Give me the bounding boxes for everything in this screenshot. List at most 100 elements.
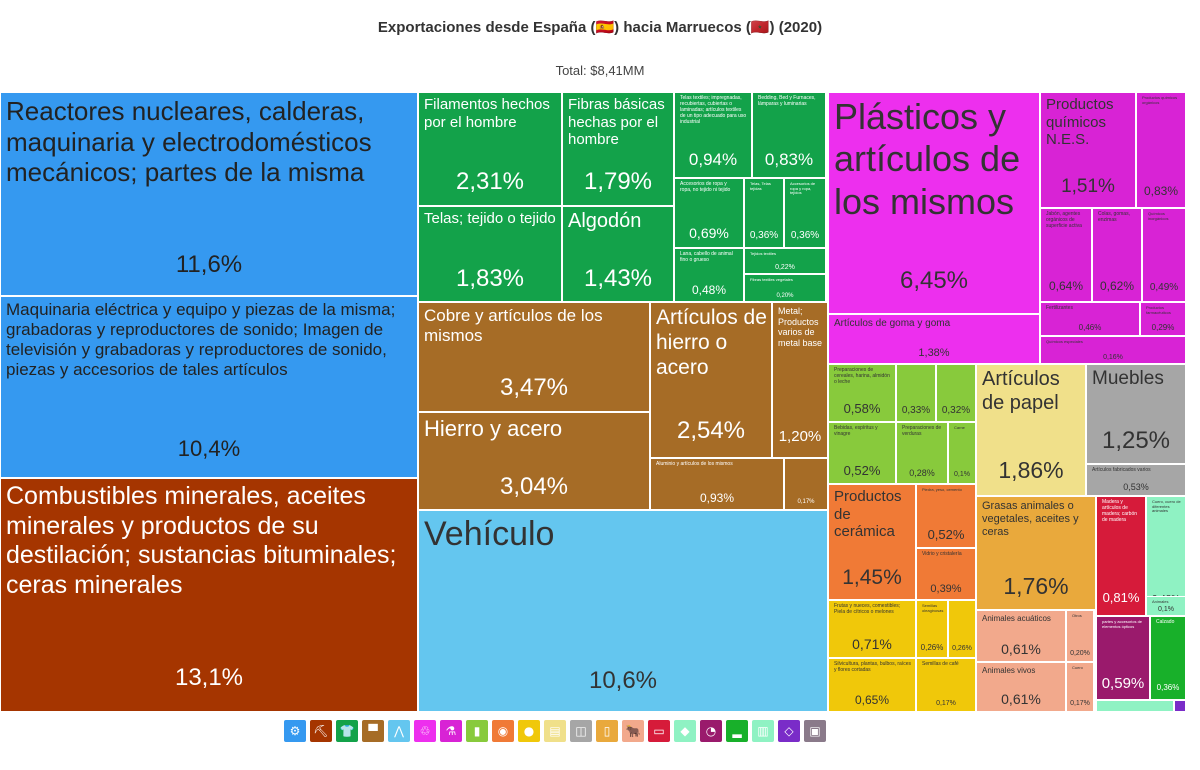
tile-label: Fibras básicas hechas por el hombre bbox=[568, 96, 665, 149]
treemap-tile[interactable]: Plásticos y artículos de los mismos 6,45% bbox=[828, 92, 1040, 314]
box-icon[interactable]: ◫ bbox=[570, 720, 592, 742]
treemap-tile[interactable]: Artículos de hierro o acero 2,54% bbox=[650, 302, 772, 458]
tile-value: 11,6% bbox=[175, 251, 243, 278]
tile-value: 1,83% bbox=[455, 265, 525, 292]
treemap-tile[interactable]: Telas textiles; impregnadas, recubiertas… bbox=[674, 92, 752, 178]
fruit-icon[interactable]: ● bbox=[518, 720, 540, 742]
treemap-tile[interactable]: Carne 0,1% bbox=[948, 422, 976, 484]
textile-icon[interactable]: ▥ bbox=[752, 720, 774, 742]
treemap-tile[interactable]: partes y accesorios de elementos ópticos… bbox=[1096, 616, 1150, 700]
treemap-tile[interactable]: Muebles 1,25% bbox=[1086, 364, 1186, 464]
wood-icon[interactable]: ▭ bbox=[648, 720, 670, 742]
shoe-icon[interactable]: ▂ bbox=[726, 720, 748, 742]
treemap-tile[interactable]: Fibras básicas hechas por el hombre 1,79% bbox=[562, 92, 674, 206]
treemap-tile[interactable]: Preparaciones de cereales, harina, almid… bbox=[828, 364, 896, 422]
ceramic-icon[interactable]: ◉ bbox=[492, 720, 514, 742]
tile-value: 2,31% bbox=[455, 168, 525, 195]
tile-label: Accesorios de ropa y ropa, tejidos bbox=[790, 181, 816, 196]
treemap-tile[interactable]: Hierro y acero 3,04% bbox=[418, 412, 650, 510]
diamond-icon[interactable]: ◇ bbox=[778, 720, 800, 742]
treemap-tile[interactable]: Maquinaria eléctrica y equipo y piezas d… bbox=[0, 296, 418, 478]
treemap-tile[interactable]: Semillas oleaginosas 0,26% bbox=[916, 600, 948, 658]
treemap-tile[interactable]: Combustibles minerales, aceites minerale… bbox=[0, 478, 418, 712]
treemap-tile[interactable]: Productos químicos N.E.S. 1,51% bbox=[1040, 92, 1136, 208]
oil-icon[interactable]: ▯ bbox=[596, 720, 618, 742]
treemap-tile[interactable]: Artículos de papel 1,86% bbox=[976, 364, 1086, 496]
treemap-tile[interactable]: Silvicultura, plantas, bulbos, raíces y … bbox=[828, 658, 916, 712]
treemap-tile[interactable]: Cuero 0,17% bbox=[1066, 662, 1094, 712]
tile-value: 0,52% bbox=[843, 463, 881, 478]
tile-label: Metal; Productos varios de metal base bbox=[778, 306, 823, 348]
treemap-tile[interactable]: Filamentos hechos por el hombre 2,31% bbox=[418, 92, 562, 206]
treemap-tile[interactable]: Accesorios de ropa y ropa, no tejido ni … bbox=[674, 178, 744, 248]
treemap-tile[interactable]: Madera y artículos de madera; carbón de … bbox=[1096, 496, 1146, 616]
treemap-tile[interactable]: Químicos inorgánicos 0,49% bbox=[1142, 208, 1186, 302]
treemap-tile[interactable] bbox=[1096, 700, 1174, 712]
treemap-tile[interactable]: Grasas animales o vegetales, aceites y c… bbox=[976, 496, 1096, 610]
tile-label: Colas, gomas, enzimas bbox=[1098, 211, 1130, 223]
paper-icon[interactable]: ▤ bbox=[544, 720, 566, 742]
tile-value: 0,36% bbox=[790, 230, 820, 241]
treemap-tile[interactable]: Bedding, Bed y Furnaces, lámparas y lumi… bbox=[752, 92, 826, 178]
treemap-tile[interactable]: Calzado 0,36% bbox=[1150, 616, 1186, 700]
tile-value: 0,46% bbox=[1078, 323, 1102, 332]
treemap-tile[interactable]: Colas, gomas, enzimas 0,62% bbox=[1092, 208, 1142, 302]
treemap-tile[interactable]: Químicos especiales 0,16% bbox=[1040, 336, 1186, 364]
hide-icon[interactable]: ◆ bbox=[674, 720, 696, 742]
plastic-bottle-icon[interactable]: ♲ bbox=[414, 720, 436, 742]
tile-label: Químicos especiales bbox=[1046, 339, 1083, 344]
treemap-tile[interactable]: Animales 0,1% bbox=[1146, 596, 1186, 616]
treemap-tile[interactable]: Telas, Telas tejidas 0,36% bbox=[744, 178, 784, 248]
treemap-tile[interactable]: Fibras textiles vegetales 0,20% bbox=[744, 274, 826, 302]
anvil-icon[interactable]: ▀ bbox=[362, 720, 384, 742]
treemap-tile[interactable]: Tejidos textiles 0,22% bbox=[744, 248, 826, 274]
flask-icon[interactable]: ⚗ bbox=[440, 720, 462, 742]
treemap-tile[interactable]: Animales vivos 0,61% bbox=[976, 662, 1066, 712]
treemap-tile[interactable]: Piedra, yeso, cemento 0,52% bbox=[916, 484, 976, 548]
animal-icon[interactable]: 🐂 bbox=[622, 720, 644, 742]
bottle-icon[interactable]: ▮ bbox=[466, 720, 488, 742]
tile-label: Animales vivos bbox=[982, 666, 1036, 675]
treemap-tile[interactable]: Algodón 1,43% bbox=[562, 206, 674, 302]
pickaxe-icon[interactable]: ⛏ bbox=[310, 720, 332, 742]
treemap-tile[interactable]: Productos químicos orgánicos 0,83% bbox=[1136, 92, 1186, 208]
legend: ⚙ ⛏ 👕 ▀ ⋀ ♲ ⚗ ▮ ◉ ● ▤ ◫ ▯ 🐂 ▭ ◆ ◔ ▂ ▥ ◇ ▣ bbox=[284, 720, 826, 746]
gauge-icon[interactable]: ◔ bbox=[700, 720, 722, 742]
treemap-tile[interactable]: Productos farmacéuticos 0,29% bbox=[1140, 302, 1186, 336]
tile-value: 0,83% bbox=[1143, 184, 1179, 198]
treemap-tile[interactable]: Animales acuáticos 0,61% bbox=[976, 610, 1066, 662]
treemap-tile[interactable]: Lana, cabello de animal fino o grueso 0,4… bbox=[674, 248, 744, 302]
treemap-tile[interactable]: 0,32% bbox=[936, 364, 976, 422]
treemap-tile[interactable]: Accesorios de ropa y ropa, tejidos 0,36% bbox=[784, 178, 826, 248]
tile-value: 0,39% bbox=[930, 583, 962, 595]
treemap-tile[interactable] bbox=[1174, 700, 1186, 712]
treemap-tile[interactable]: Artículos fabricados varios 0,53% bbox=[1086, 464, 1186, 496]
treemap-tile[interactable]: Aluminio y artículos de los mismos 0,93% bbox=[650, 458, 784, 510]
treemap-tile[interactable]: 0,17% bbox=[784, 458, 828, 510]
treemap-tile[interactable]: 0,26% bbox=[948, 600, 976, 658]
tram-icon[interactable]: ▣ bbox=[804, 720, 826, 742]
gear-icon[interactable]: ⚙ bbox=[284, 720, 306, 742]
tile-label: Fertilizantes bbox=[1046, 305, 1073, 311]
treemap-tile[interactable]: Preparaciones de verduras 0,28% bbox=[896, 422, 948, 484]
road-icon[interactable]: ⋀ bbox=[388, 720, 410, 742]
treemap-tile[interactable]: Productos de cerámica 1,45% bbox=[828, 484, 916, 600]
treemap-tile[interactable]: Jabón, agentes orgánicos de superficie a… bbox=[1040, 208, 1092, 302]
treemap-tile[interactable]: Vidrio y cristalería 0,39% bbox=[916, 548, 976, 600]
treemap-tile[interactable]: Semillas de café 0,17% bbox=[916, 658, 976, 712]
treemap-tile[interactable]: Bebidas, espíritus y vinagre 0,52% bbox=[828, 422, 896, 484]
treemap-tile[interactable]: Reactores nucleares, calderas, maquinari… bbox=[0, 92, 418, 296]
treemap-tile[interactable]: Metal; Productos varios de metal base 1,2… bbox=[772, 302, 828, 458]
shirt-icon[interactable]: 👕 bbox=[336, 720, 358, 742]
treemap-tile[interactable]: Cobre y artículos de los mismos 3,47% bbox=[418, 302, 650, 412]
treemap-tile[interactable]: Frutas y nueces, comestibles; Piela de c… bbox=[828, 600, 916, 658]
treemap-tile[interactable]: Vehículo 10,6% bbox=[418, 510, 828, 712]
treemap-tile[interactable]: Fertilizantes 0,46% bbox=[1040, 302, 1140, 336]
tile-label: Productos químicos orgánicos bbox=[1142, 95, 1178, 105]
treemap-tile[interactable]: Otros 0,20% bbox=[1066, 610, 1094, 662]
tile-value: 0,64% bbox=[1048, 279, 1084, 293]
treemap-tile[interactable]: 0,33% bbox=[896, 364, 936, 422]
treemap-tile[interactable]: Telas; tejido o tejido 1,83% bbox=[418, 206, 562, 302]
tile-value: 1,86% bbox=[998, 457, 1064, 483]
treemap-tile[interactable]: Artículos de goma y goma 1,38% bbox=[828, 314, 1040, 364]
